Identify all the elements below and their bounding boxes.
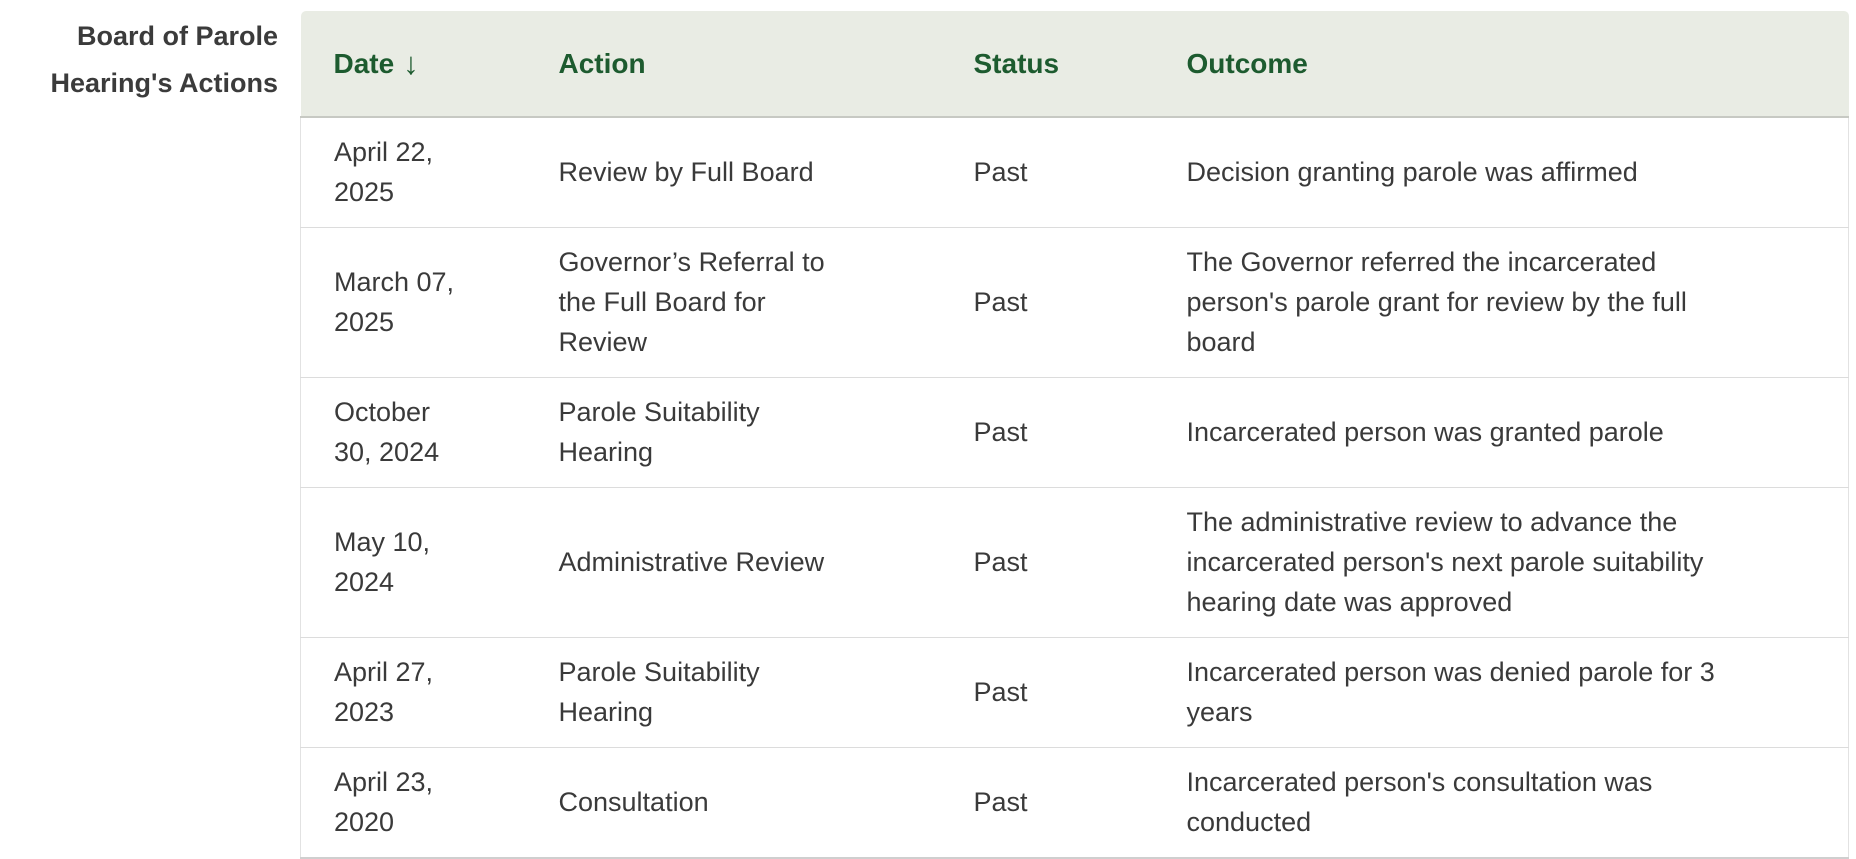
column-header-date-label: Date [333, 48, 395, 79]
cell-date: April 27, 2023 [300, 637, 526, 748]
section-title: Board of Parole Hearing's Actions [50, 21, 278, 98]
header-row: Date ↓ Action Status Outcome [300, 11, 1849, 118]
column-header-action[interactable]: Action [525, 11, 941, 118]
cell-status: Past [940, 487, 1154, 638]
cell-outcome: The Governor referred the incarcerated p… [1153, 227, 1849, 378]
sort-descending-icon: ↓ [403, 46, 419, 81]
table-container: Date ↓ Action Status Outcome April 22, 20… [278, 11, 1856, 859]
column-header-date[interactable]: Date ↓ [300, 11, 526, 118]
table-row: April 23, 2020 Consultation Past Incarce… [300, 747, 1849, 859]
cell-date: April 23, 2020 [300, 747, 526, 859]
table-row: April 27, 2023 Parole Suitability Hearin… [300, 637, 1849, 748]
cell-outcome: The administrative review to advance the… [1153, 487, 1849, 638]
table-row: May 10, 2024 Administrative Review Past … [300, 487, 1849, 638]
cell-status: Past [940, 227, 1154, 378]
table-header: Date ↓ Action Status Outcome [300, 11, 1849, 118]
cell-outcome: Incarcerated person was denied parole fo… [1153, 637, 1849, 748]
cell-outcome: Incarcerated person was granted parole [1153, 377, 1849, 488]
cell-status: Past [940, 747, 1154, 859]
cell-action: Review by Full Board [525, 117, 941, 228]
cell-date: March 07, 2025 [300, 227, 526, 378]
cell-action: Governor’s Referral to the Full Board fo… [525, 227, 941, 378]
cell-status: Past [940, 117, 1154, 228]
table-body: April 22, 2025 Review by Full Board Past… [300, 117, 1849, 859]
table-row: October 30, 2024 Parole Suitability Hear… [300, 377, 1849, 488]
column-header-outcome[interactable]: Outcome [1153, 11, 1849, 118]
column-header-action-label: Action [558, 47, 646, 79]
cell-action: Consultation [525, 747, 941, 859]
column-header-status[interactable]: Status [940, 11, 1154, 118]
cell-outcome: Decision granting parole was affirmed [1153, 117, 1849, 228]
column-header-outcome-label: Outcome [1186, 47, 1308, 79]
cell-action: Parole Suitability Hearing [525, 377, 941, 488]
cell-action: Parole Suitability Hearing [525, 637, 941, 748]
column-header-status-label: Status [973, 47, 1060, 79]
board-actions-table: Date ↓ Action Status Outcome April 22, 20… [300, 11, 1849, 859]
cell-outcome: Incarcerated person's consultation was c… [1153, 747, 1849, 859]
table-row: April 22, 2025 Review by Full Board Past… [300, 117, 1849, 228]
cell-date: April 22, 2025 [300, 117, 526, 228]
cell-status: Past [940, 637, 1154, 748]
cell-action: Administrative Review [525, 487, 941, 638]
cell-date: May 10, 2024 [300, 487, 526, 638]
cell-status: Past [940, 377, 1154, 488]
cell-date: October 30, 2024 [300, 377, 526, 488]
table-row: March 07, 2025 Governor’s Referral to th… [300, 227, 1849, 378]
